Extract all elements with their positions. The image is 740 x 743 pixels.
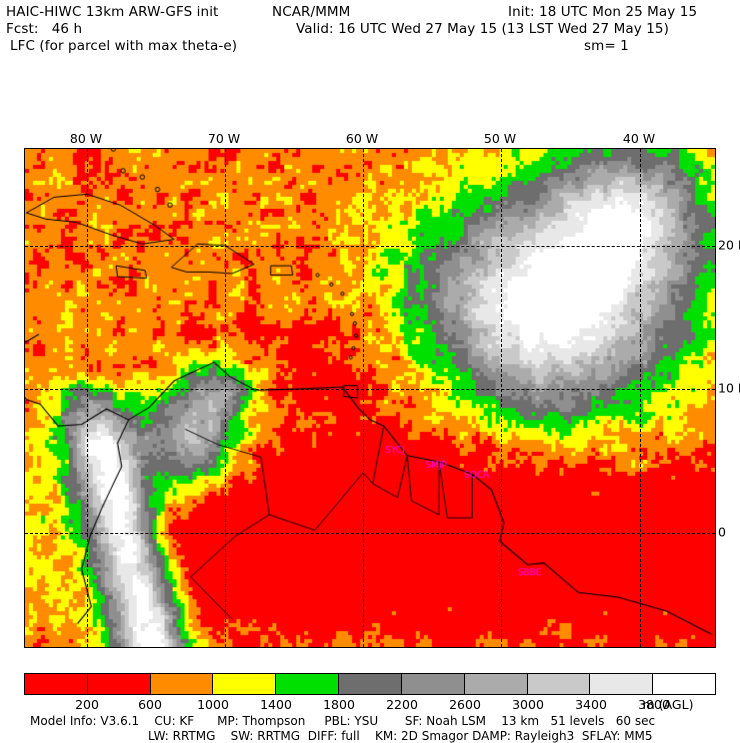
model-title: HAIC-HIWC 13km ARW-GFS init — [6, 4, 219, 20]
colorbar-unit-label: m (AGL) — [642, 697, 694, 712]
lon-tick-60w: 60 W — [345, 131, 379, 146]
lat-tick-10n: 10 N — [718, 380, 740, 396]
graticule-lat-0 — [25, 533, 715, 534]
graticule-lon-70w — [225, 149, 226, 647]
colorbar-tick-2200: 2200 — [386, 697, 418, 712]
colorbar — [24, 673, 716, 695]
graticule-lat-10n — [25, 389, 715, 390]
colorbar-tick-1400: 1400 — [260, 697, 292, 712]
graticule-lat-20n — [25, 246, 715, 247]
valid-time: Valid: 16 UTC Wed 27 May 15 (13 LST Wed … — [296, 21, 669, 37]
colorbar-segment-1 — [87, 674, 151, 694]
lon-tick-80w: 80 W — [69, 131, 103, 146]
lfc-field-raster — [25, 149, 715, 647]
colorbar-segment-3 — [213, 674, 277, 694]
colorbar-tick-600: 600 — [138, 697, 162, 712]
field-name: LFC (for parcel with max theta-e) — [10, 38, 238, 54]
colorbar-segment-2 — [150, 674, 214, 694]
lon-tick-50w: 50 W — [483, 131, 517, 146]
graticule-lon-60w — [363, 149, 364, 647]
graticule-lon-80w — [87, 149, 88, 647]
colorbar-segment-0 — [25, 674, 88, 694]
init-time: Init: 18 UTC Mon 25 May 15 — [508, 4, 698, 20]
colorbar-segment-7 — [464, 674, 528, 694]
forecast-hour: Fcst: 46 h — [6, 21, 83, 37]
colorbar-tick-3000: 3000 — [512, 697, 544, 712]
colorbar-tick-3800: 3800 — [638, 697, 670, 712]
colorbar-segment-8 — [527, 674, 591, 694]
colorbar-tick-3400: 3400 — [575, 697, 607, 712]
colorbar-segment-10 — [653, 674, 715, 694]
colorbar-tick-200: 200 — [75, 697, 99, 712]
colorbar-swatches — [24, 673, 716, 695]
lat-tick-0: 0 — [718, 524, 726, 540]
lon-tick-70w: 70 W — [207, 131, 241, 146]
model-info-line-2: LW: RRTMG SW: RRTMG DIFF: full KM: 2D Sm… — [148, 729, 653, 743]
colorbar-segment-9 — [590, 674, 654, 694]
lat-tick-20n: 20 N — [718, 237, 740, 253]
map-plot-area[interactable] — [24, 148, 716, 648]
model-info-line-1: Model Info: V3.6.1 CU: KF MP: Thompson P… — [30, 714, 656, 728]
center-label: NCAR/MMM — [272, 4, 351, 20]
lon-tick-40w: 40 W — [622, 131, 656, 146]
colorbar-segment-4 — [276, 674, 340, 694]
graticule-lon-50w — [501, 149, 502, 647]
smoothing: sm= 1 — [584, 38, 629, 54]
colorbar-segment-6 — [401, 674, 465, 694]
colorbar-tick-2600: 2600 — [449, 697, 481, 712]
header-block: HAIC-HIWC 13km ARW-GFS init NCAR/MMM Ini… — [0, 0, 740, 60]
colorbar-tick-1000: 1000 — [197, 697, 229, 712]
colorbar-tick-1800: 1800 — [323, 697, 355, 712]
colorbar-segment-5 — [339, 674, 402, 694]
graticule-lon-40w — [640, 149, 641, 647]
